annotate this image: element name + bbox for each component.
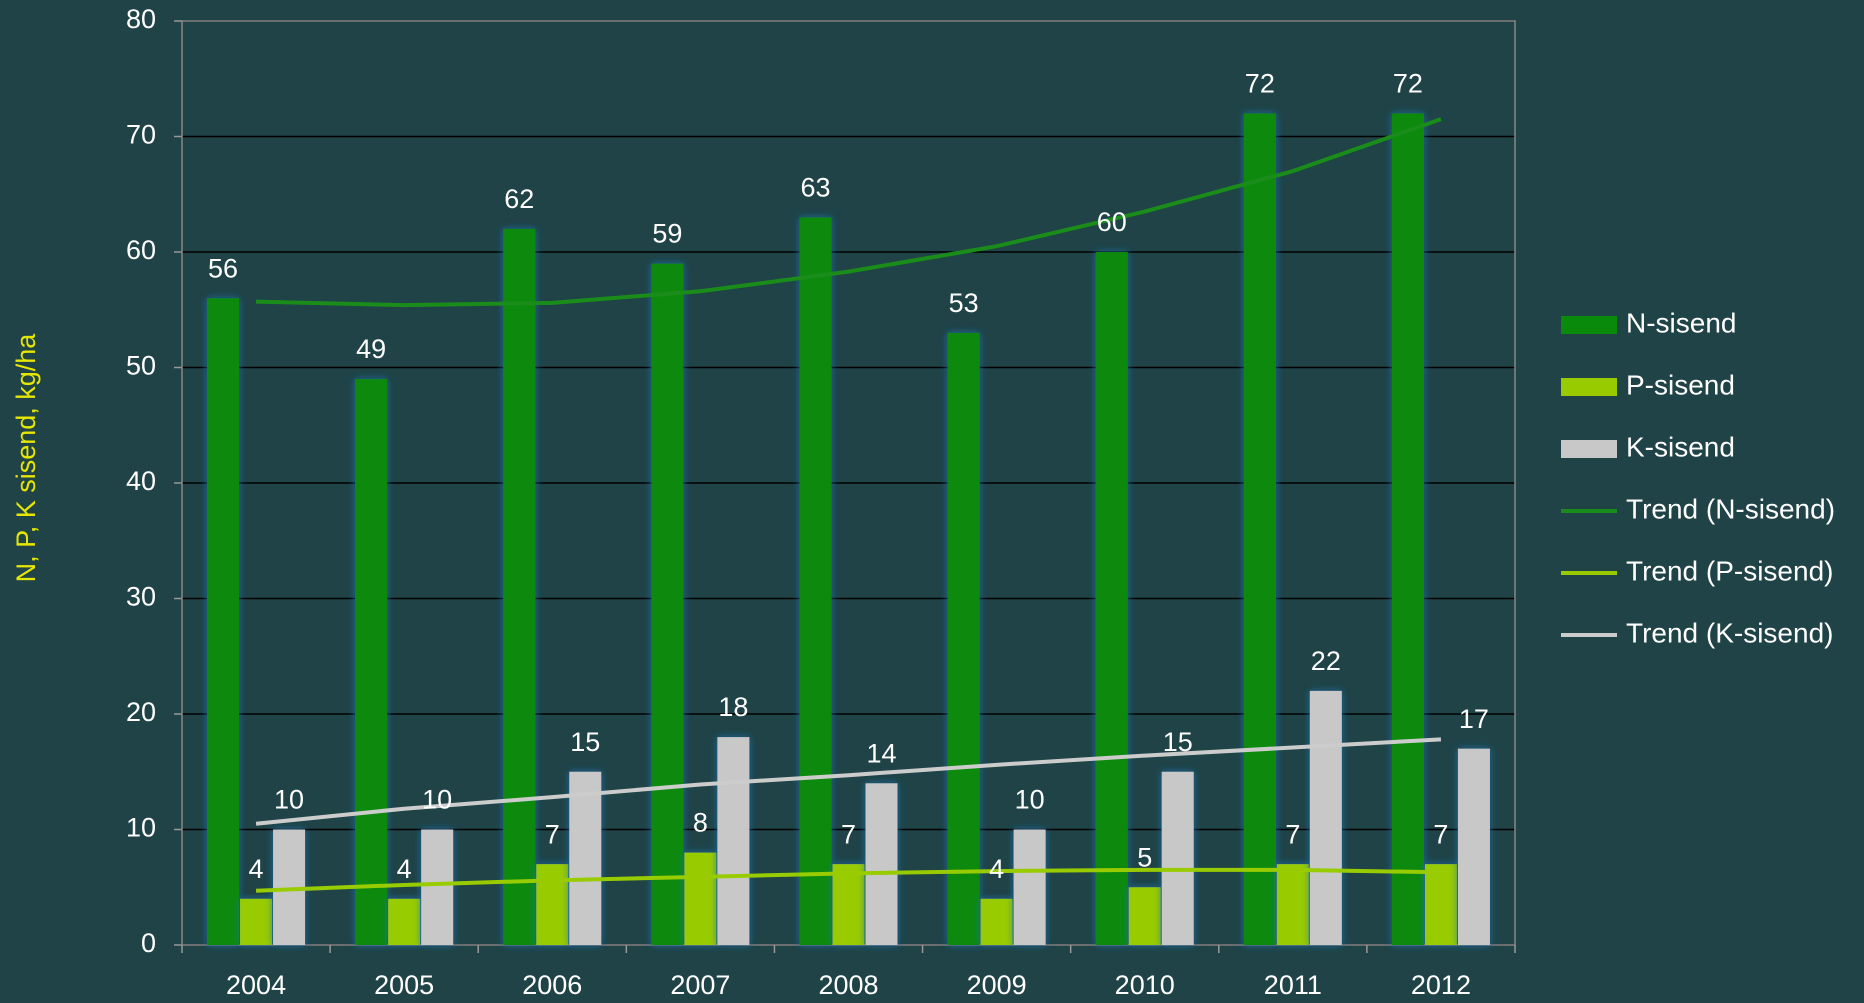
y-tick-label: 80 (126, 4, 156, 34)
x-tick-label: 2012 (1411, 970, 1471, 1000)
bar (569, 771, 602, 945)
data-label: 49 (356, 334, 386, 364)
data-label: 4 (989, 854, 1004, 884)
bar (1013, 829, 1046, 945)
data-label: 10 (422, 785, 452, 815)
bar (1391, 113, 1424, 945)
y-tick-label: 20 (126, 697, 156, 727)
y-tick-label: 50 (126, 351, 156, 381)
data-label: 7 (1433, 819, 1448, 849)
x-tick-label: 2008 (818, 970, 878, 1000)
bar (799, 217, 832, 946)
bar (240, 898, 273, 945)
bar (536, 864, 569, 945)
data-label: 10 (1015, 785, 1045, 815)
data-label: 72 (1245, 69, 1275, 99)
data-label: 7 (841, 819, 856, 849)
bar (503, 228, 536, 945)
data-label: 56 (208, 253, 238, 283)
x-tick-label: 2010 (1115, 970, 1175, 1000)
bar (1457, 748, 1490, 945)
data-label: 18 (718, 692, 748, 722)
x-tick-label: 2006 (522, 970, 582, 1000)
y-tick-label: 60 (126, 235, 156, 265)
legend-label: Trend (P-sisend) (1626, 555, 1833, 586)
x-tick-label: 2005 (374, 970, 434, 1000)
y-tick-label: 30 (126, 582, 156, 612)
legend-label: K-sisend (1626, 431, 1735, 462)
bar (207, 298, 240, 945)
data-label: 59 (652, 219, 682, 249)
bar (980, 898, 1013, 945)
data-label: 72 (1393, 69, 1423, 99)
legend-label: N-sisend (1626, 307, 1736, 338)
data-label: 7 (1285, 819, 1300, 849)
data-label: 53 (949, 288, 979, 318)
y-axis-label: N, P, K sisend, kg/ha (11, 333, 41, 583)
data-label: 15 (1163, 727, 1193, 757)
legend-label: Trend (N-sisend) (1626, 493, 1835, 524)
bar (832, 864, 865, 945)
y-tick-label: 10 (126, 813, 156, 843)
legend-swatch (1561, 378, 1617, 396)
data-label: 62 (504, 184, 534, 214)
y-tick-label: 0 (141, 928, 156, 958)
bar (651, 263, 684, 945)
bar (421, 829, 454, 945)
legend-swatch (1561, 316, 1617, 334)
x-tick-label: 2007 (670, 970, 730, 1000)
data-label: 5 (1137, 842, 1152, 872)
data-label: 22 (1311, 646, 1341, 676)
legend-label: P-sisend (1626, 369, 1735, 400)
bar (865, 783, 898, 945)
data-label: 17 (1459, 704, 1489, 734)
data-label: 8 (693, 808, 708, 838)
bar (1276, 864, 1309, 945)
trend-line (255, 737, 1442, 826)
bar (717, 737, 750, 945)
data-label: 4 (397, 854, 412, 884)
x-tick-label: 2009 (967, 970, 1027, 1000)
data-label: 7 (545, 819, 560, 849)
data-label: 63 (800, 172, 830, 202)
y-tick-label: 70 (126, 120, 156, 150)
bar (355, 379, 388, 945)
x-tick-label: 2004 (226, 970, 286, 1000)
data-label: 10 (274, 785, 304, 815)
data-label: 14 (866, 738, 896, 768)
legend-swatch (1561, 440, 1617, 458)
data-label: 4 (249, 854, 264, 884)
data-label: 15 (570, 727, 600, 757)
bar (1309, 690, 1342, 945)
bar (1095, 252, 1128, 945)
trend-line (255, 867, 1441, 893)
bar (1243, 113, 1276, 945)
bar (947, 332, 980, 946)
data-label: 60 (1097, 207, 1127, 237)
bar (1161, 771, 1194, 945)
legend-label: Trend (K-sisend) (1626, 617, 1833, 648)
bar (1424, 864, 1457, 945)
trend-line (256, 117, 1442, 308)
bar (1128, 887, 1161, 945)
bar (684, 852, 717, 945)
y-tick-label: 40 (126, 466, 156, 496)
x-tick-label: 2011 (1264, 970, 1322, 1000)
bar (388, 898, 421, 945)
